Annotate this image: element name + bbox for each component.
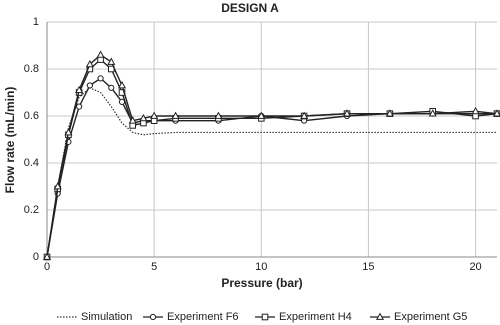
legend-label: Experiment F6 xyxy=(167,311,239,323)
data-point xyxy=(64,128,73,136)
data-point xyxy=(471,106,480,115)
y-tick-label: 0 xyxy=(33,251,39,263)
data-point xyxy=(492,109,500,117)
y-tick-label: 1 xyxy=(33,16,39,28)
y-tick-label: 0.4 xyxy=(24,157,39,169)
data-point xyxy=(96,50,105,58)
y-axis-label: Flow rate (mL/min) xyxy=(3,87,17,194)
legend-item: Experiment F6 xyxy=(143,311,239,323)
legend-item: Experiment H4 xyxy=(255,311,352,323)
legend-item: Simulation xyxy=(57,311,132,323)
series-line xyxy=(46,54,498,258)
legend-item: Experiment G5 xyxy=(370,311,467,323)
data-point xyxy=(150,111,159,119)
data-point xyxy=(300,111,309,119)
legend-label: Experiment G5 xyxy=(394,311,467,323)
x-tick-label: 0 xyxy=(44,261,50,273)
legend-label: Experiment H4 xyxy=(279,311,352,323)
marker xyxy=(261,313,269,321)
x-tick-label: 20 xyxy=(469,261,481,273)
data-point xyxy=(428,109,437,117)
data-point xyxy=(108,84,115,91)
x-tick-label: 15 xyxy=(362,261,374,273)
legend-label: Simulation xyxy=(81,311,132,323)
x-tick-label: 5 xyxy=(151,261,157,273)
data-point xyxy=(214,111,223,119)
data-point xyxy=(171,111,180,119)
data-point xyxy=(107,57,116,65)
series-line xyxy=(46,77,497,258)
series xyxy=(43,75,500,261)
y-tick-label: 0.2 xyxy=(24,204,39,216)
data-point xyxy=(128,116,137,124)
series-line xyxy=(46,58,498,258)
data-point xyxy=(342,109,352,117)
data-point xyxy=(42,252,52,260)
marker xyxy=(375,312,385,320)
data-point xyxy=(75,85,84,94)
data-point xyxy=(117,81,127,89)
data-point xyxy=(139,113,148,122)
marker xyxy=(149,313,157,321)
data-point xyxy=(257,111,266,119)
y-tick-label: 0.6 xyxy=(24,110,39,122)
chart-title: DESIGN A xyxy=(221,1,279,15)
data-point xyxy=(53,182,62,190)
x-tick-label: 10 xyxy=(255,261,267,273)
y-tick-label: 0.8 xyxy=(24,63,39,75)
x-axis-label: Pressure (bar) xyxy=(221,276,302,290)
series xyxy=(42,50,500,260)
data-point xyxy=(86,82,93,89)
data-point xyxy=(97,75,104,82)
data-point xyxy=(85,59,94,68)
data-point xyxy=(385,109,394,117)
data-point xyxy=(76,103,83,110)
